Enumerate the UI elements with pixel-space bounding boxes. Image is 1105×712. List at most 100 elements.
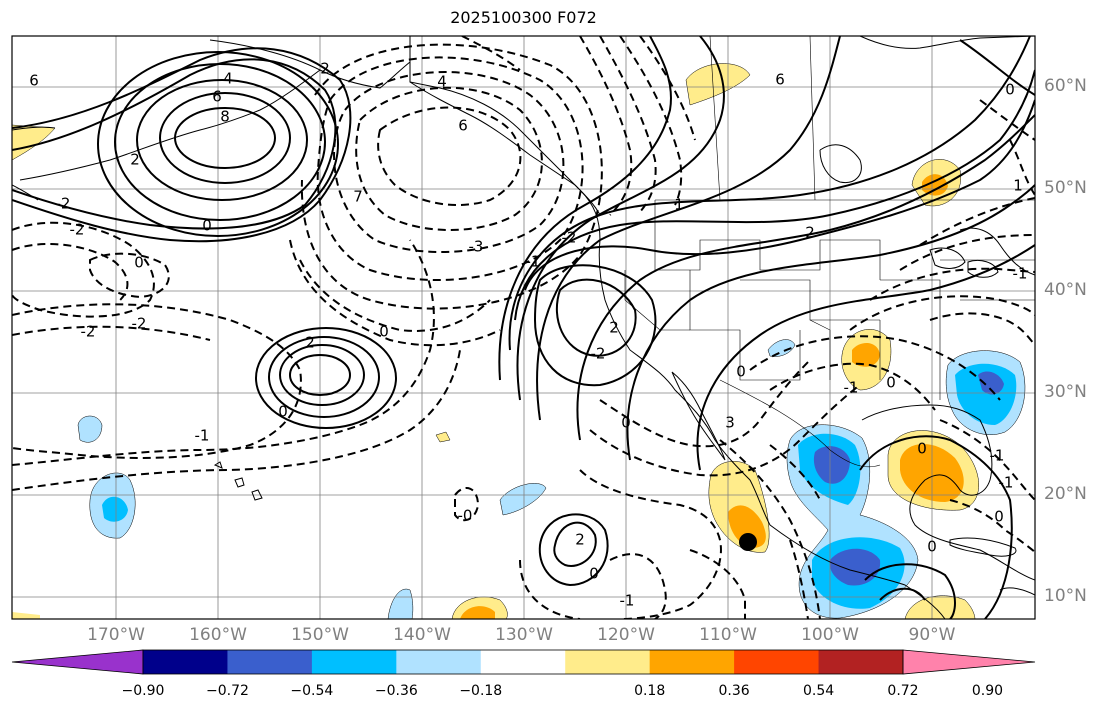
contour-label: 1: [674, 196, 684, 214]
coastlines: [12, 36, 1035, 619]
lon-label-120w: 120°W: [597, 625, 655, 645]
positive-anomaly-region: [904, 595, 976, 619]
negative-anomaly-region: [978, 371, 1004, 395]
lat-label-50n: 50°N: [1044, 178, 1087, 198]
colorbar-cell: [734, 650, 820, 674]
contour-label: -1: [1013, 265, 1028, 283]
colorbar-cell: [311, 650, 397, 674]
lon-label-90w: 90°W: [908, 625, 956, 645]
contour-label: 0: [589, 565, 599, 583]
colorbar-tick-label: −0.36: [374, 683, 418, 699]
contour-label: 2: [575, 531, 585, 549]
contour-label: 2: [805, 224, 815, 242]
negative-anomaly-region: [767, 339, 796, 357]
positive-anomaly-region: [922, 174, 948, 196]
negative-anomaly-region: [77, 415, 103, 443]
contour-label: 0: [1005, 81, 1015, 99]
colorbar-tick-label: −0.18: [459, 683, 503, 699]
contour-label: 0: [927, 538, 937, 556]
contour-label: -1: [844, 379, 859, 397]
contour-label: 0: [994, 508, 1004, 526]
colorbar-cell: [227, 650, 313, 674]
colorbar-cell: [480, 650, 566, 674]
dashed-contours: [12, 36, 1035, 619]
colorbar-frame: [142, 649, 904, 675]
colorbar-tick-label: 0.54: [802, 683, 835, 699]
colorbar-cell: [818, 650, 904, 674]
contour-label: 0: [917, 440, 927, 458]
negative-anomaly-region: [499, 483, 547, 516]
lat-label-10n: 10°N: [1044, 586, 1087, 606]
colorbar-cell: [565, 650, 651, 674]
contour-label: 3: [725, 414, 735, 432]
contour-label: 0: [886, 374, 896, 392]
positive-anomaly-region: [852, 343, 880, 367]
contour-label: -1: [195, 427, 210, 445]
lat-label-30n: 30°N: [1044, 382, 1087, 402]
contour-label: -1: [526, 253, 541, 271]
negative-anomaly-region: [102, 496, 128, 522]
colorbar-cell: [649, 650, 735, 674]
contour-label: -2: [591, 345, 606, 363]
colorbar-tick-label: −0.90: [121, 683, 165, 699]
colorbar-tick-label: −0.54: [290, 683, 334, 699]
contour-label: -1: [999, 474, 1014, 492]
contour-label: 0: [202, 217, 212, 235]
colorbar-cell: [396, 650, 482, 674]
contour-label: 0: [278, 403, 288, 421]
contour-label: -1: [990, 447, 1005, 465]
contour-label: -2: [56, 195, 71, 213]
colorbar-tick-label: −0.72: [205, 683, 249, 699]
contour-label: 0: [736, 363, 746, 381]
contour-label: -2: [70, 221, 85, 239]
contour-label: 0: [379, 323, 389, 341]
positive-anomaly-region: [728, 505, 766, 548]
lat-label-20n: 20°N: [1044, 484, 1087, 504]
contour-label: -2: [81, 323, 96, 341]
lon-label-160w: 160°W: [189, 625, 247, 645]
graticule: [12, 36, 1035, 619]
contour-label: 6: [458, 117, 468, 135]
colorbar-tick-label: 0.18: [634, 683, 666, 699]
contour-label: 1: [1013, 177, 1023, 195]
contour-label: 0: [621, 414, 631, 432]
contour-label: -1: [620, 592, 635, 610]
map-frame: [11, 35, 1036, 620]
colorbar-tick-label: 0.90: [971, 683, 1004, 699]
contour-label: 7: [353, 188, 363, 206]
contour-label: -0: [458, 507, 473, 525]
contour-label: -2: [562, 229, 577, 247]
contour-label: -3: [469, 238, 484, 256]
lon-label-140w: 140°W: [393, 625, 451, 645]
solid-contours: [12, 36, 1035, 619]
contour-label: 2: [320, 60, 330, 78]
positive-anomaly-region: [12, 612, 40, 619]
contour-label: 0: [134, 254, 144, 272]
contour-label: 6: [775, 71, 785, 89]
contour-label: 2: [305, 334, 315, 352]
storm-position-marker: [739, 533, 757, 551]
contour-label: 2: [130, 151, 140, 169]
colorbar-tick-label: 0.72: [887, 683, 919, 699]
lat-label-40n: 40°N: [1044, 280, 1087, 300]
lon-label-170w: 170°W: [87, 625, 145, 645]
colorbar-tick-label: 0.36: [718, 683, 750, 699]
lon-label-150w: 150°W: [291, 625, 349, 645]
positive-anomaly-region: [435, 431, 451, 443]
colorbar: [11, 649, 1036, 675]
negative-anomaly-region: [813, 446, 850, 484]
contour-label: 2: [609, 319, 619, 337]
colorbar-extend-low: [11, 649, 144, 675]
contour-label: 8: [220, 108, 230, 126]
contour-label: -2: [132, 315, 147, 333]
lon-label-130w: 130°W: [495, 625, 553, 645]
contour-label: 4: [223, 70, 233, 88]
map-title: 2025100300 F072: [450, 8, 597, 27]
lon-label-110w: 110°W: [699, 625, 757, 645]
contour-label: 6: [29, 72, 39, 90]
contour-label: 6: [212, 88, 222, 106]
positive-anomaly-region: [460, 606, 495, 619]
colorbar-cell: [143, 650, 228, 674]
